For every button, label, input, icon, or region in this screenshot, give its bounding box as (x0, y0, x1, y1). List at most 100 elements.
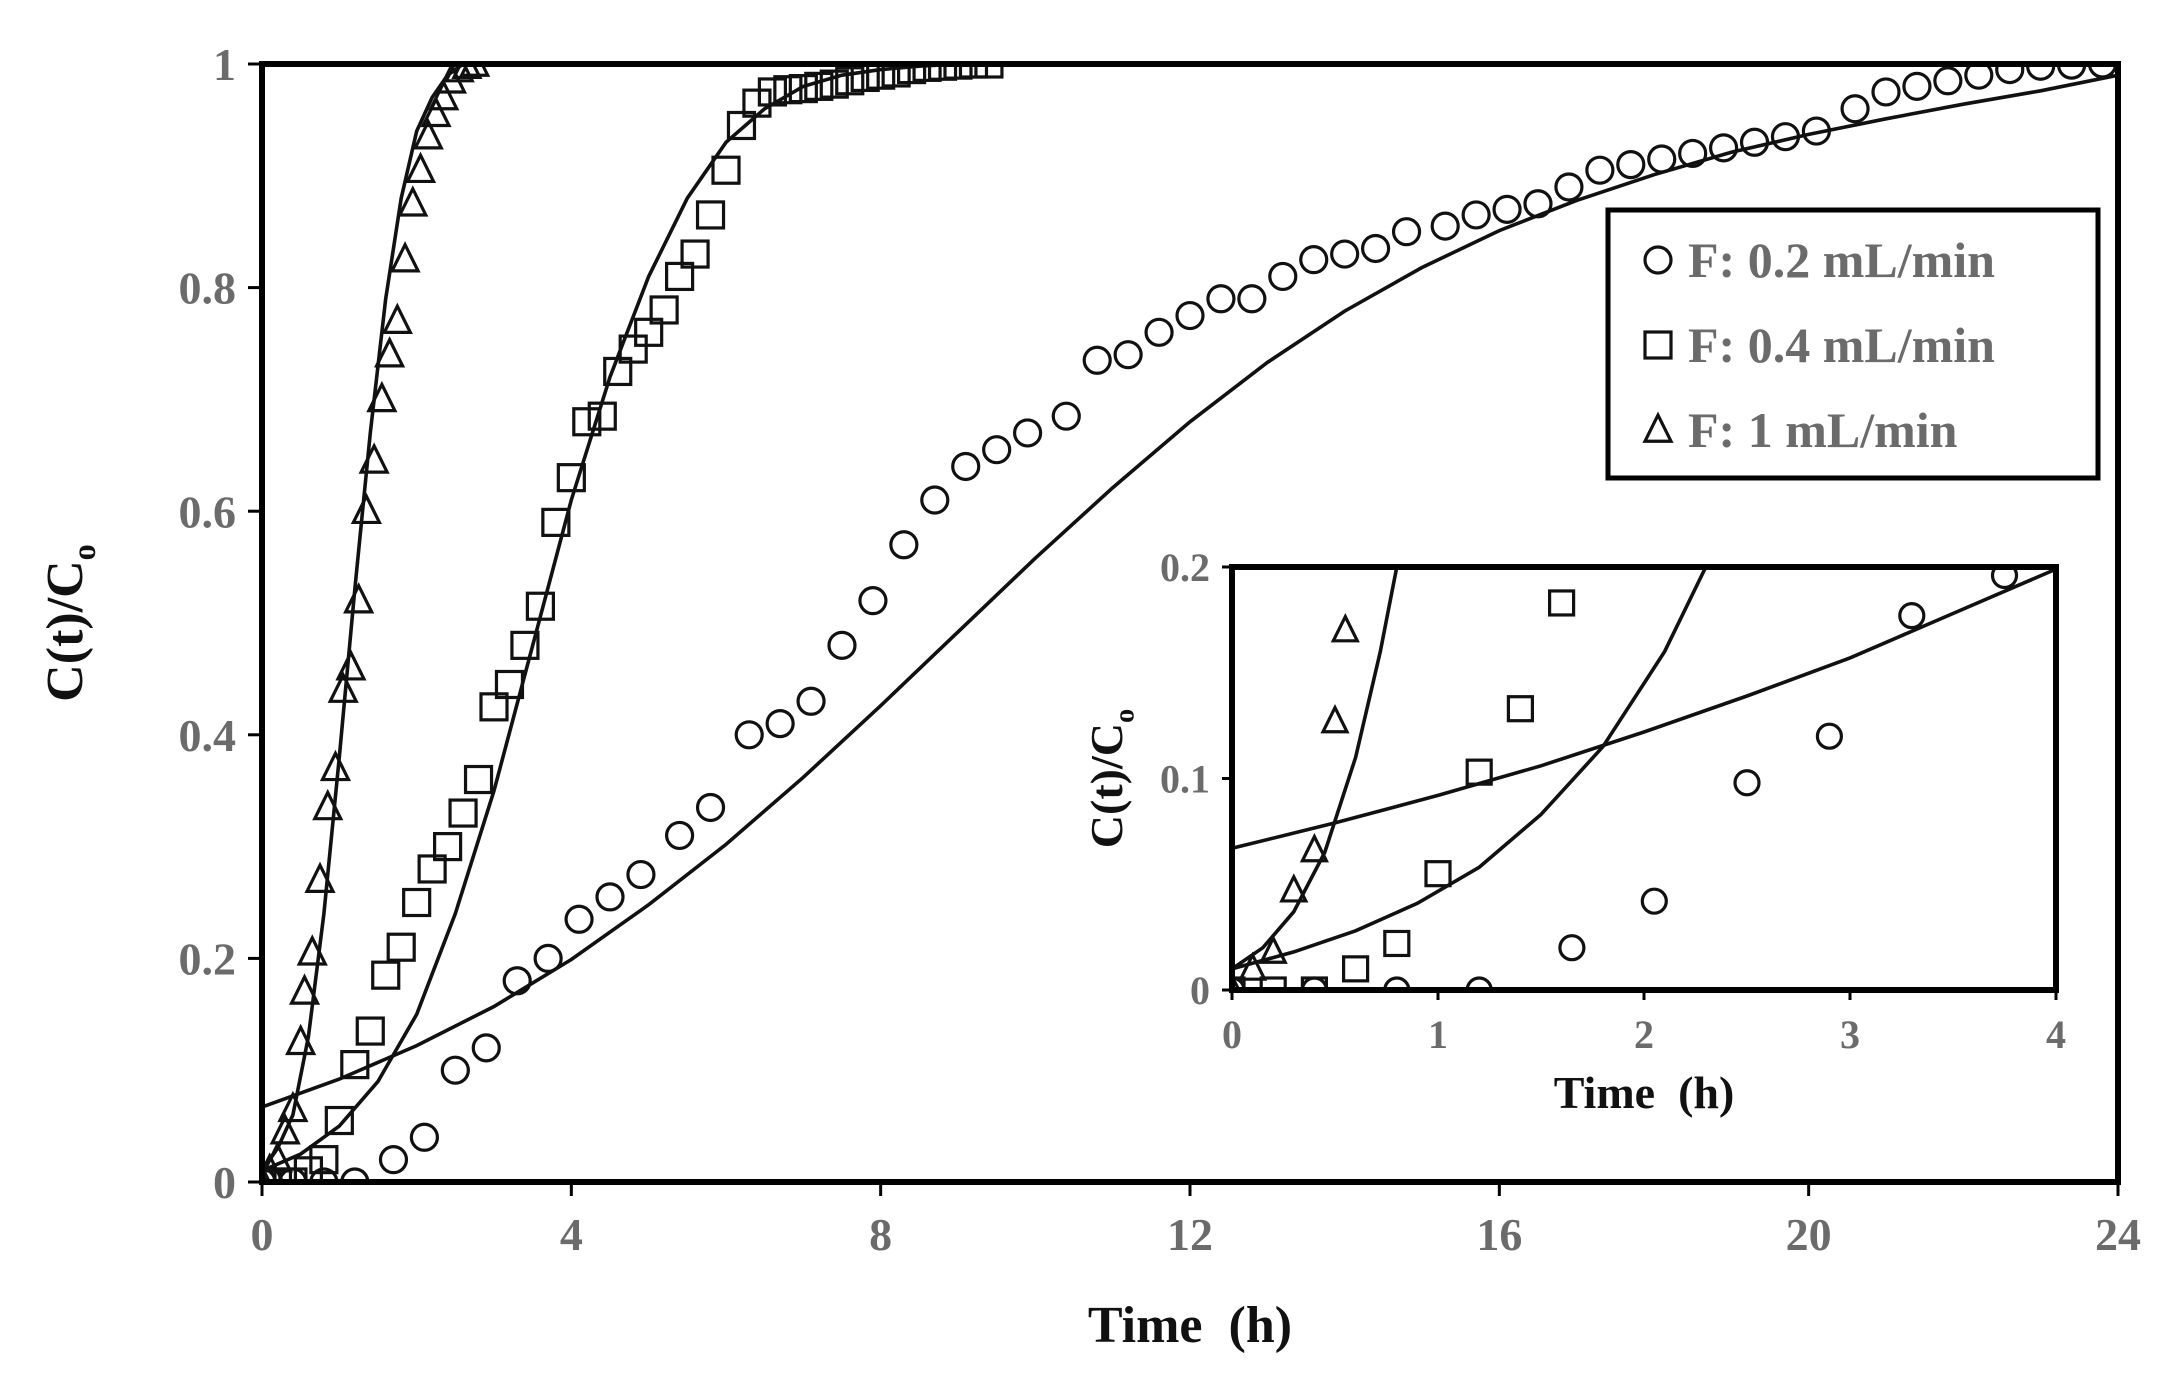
main-x-axis-title: Time (h) (1088, 1297, 1292, 1354)
main-point-circle (695, 792, 726, 823)
main-point-square (819, 69, 849, 99)
main-point-circle (1492, 194, 1522, 224)
legend-label-circle: F: 0.2 mL/min (1688, 232, 1995, 288)
inset-point-square (1341, 955, 1370, 983)
inset-point-circle (1990, 565, 2019, 590)
legend-label-square: F: 0.4 mL/min (1688, 317, 1995, 373)
main-point-circle (471, 1033, 501, 1063)
inset-point-triangle (1330, 613, 1360, 643)
main-point-triangle (381, 302, 413, 334)
main-point-triangle (374, 336, 406, 368)
inset-point-circle (1733, 769, 1761, 797)
main-point-circle (858, 586, 888, 616)
main-point-circle (1995, 62, 2025, 85)
main-point-circle (664, 820, 695, 851)
main-point-square (510, 630, 540, 660)
legend-box (1605, 207, 2101, 481)
main-point-square (433, 831, 463, 862)
main-point-square (896, 62, 927, 85)
inset-y-tick-label: 0.1 (1160, 757, 1210, 802)
main-point-circle (982, 435, 1012, 465)
main-point-square (479, 692, 509, 722)
main-point-circle (1113, 340, 1143, 370)
main-point-circle (889, 530, 919, 560)
main-point-triangle (335, 649, 367, 681)
main-point-circle (1801, 116, 1832, 146)
legend-marker-square (1643, 330, 1673, 360)
main-point-circle (1933, 66, 1963, 96)
main-point-circle (1012, 418, 1043, 448)
inset-point-circle (1898, 602, 1926, 630)
main-point-square (587, 401, 617, 431)
main-frame (259, 61, 2121, 1185)
main-y-tick-label: 0.6 (179, 486, 237, 537)
main-y-axis-title: C(t)/Co (37, 544, 102, 702)
main-point-triangle (343, 582, 375, 614)
main-point-circle (827, 630, 857, 660)
main-point-circle (765, 709, 795, 739)
main-point-circle (1461, 200, 1491, 230)
main-point-square (664, 261, 695, 292)
main-x-tick-label: 16 (1476, 1209, 1522, 1260)
main-point-circle (734, 720, 764, 750)
main-point-square (773, 75, 803, 105)
main-point-triangle (277, 1090, 309, 1123)
inset-x-tick-label: 2 (1634, 1012, 1654, 1057)
main-point-square (463, 764, 494, 795)
inset-y-tick-label: 0.2 (1160, 545, 1210, 590)
main-point-circle (1770, 122, 1801, 152)
inset-point-circle (1815, 722, 1844, 750)
main-point-circle (533, 943, 563, 974)
main-point-circle (1144, 317, 1174, 347)
main-point-triangle (296, 934, 328, 966)
main-point-triangle (288, 973, 321, 1005)
main-point-square (556, 463, 586, 493)
main-y-tick-label: 0.8 (179, 263, 237, 314)
main-x-tick-label: 0 (251, 1209, 274, 1260)
main-point-square (649, 295, 679, 325)
main-point-triangle (269, 1113, 301, 1145)
main-point-triangle (412, 118, 444, 150)
main-point-square (881, 62, 911, 88)
main-x-tick-label: 20 (1786, 1209, 1832, 1260)
main-point-circle (1739, 127, 1770, 157)
main-y-tick-label: 0.4 (179, 710, 237, 761)
main-point-square (618, 334, 648, 364)
main-point-square (340, 1050, 370, 1080)
main-point-square (324, 1105, 354, 1136)
inset-point-triangle (1320, 703, 1350, 734)
main-point-circle (1175, 300, 1205, 331)
main-point-triangle (350, 492, 382, 525)
main-point-circle (1585, 155, 1615, 185)
legend-marker-triangle (1642, 411, 1674, 443)
main-point-square (726, 110, 757, 141)
main-point-triangle (261, 1141, 294, 1173)
inset-point-triangle (1279, 873, 1309, 903)
main-data-area (260, 62, 2119, 1184)
main-point-triangle (420, 95, 452, 128)
main-point-circle (1902, 71, 1932, 101)
main-point-square (572, 407, 602, 437)
main-point-square (417, 854, 447, 884)
main-point-circle (796, 686, 826, 716)
main-point-circle (626, 859, 656, 890)
inset-y-axis-title: C(t)/Co (1081, 709, 1141, 848)
main-point-circle (1647, 144, 1677, 174)
main-point-circle (1268, 261, 1298, 292)
inset-plot: 0 0.1 0.2 0 1 2 3 4 Time (h) C(t)/Co (1081, 545, 2066, 1118)
main-point-square (912, 62, 942, 82)
main-point-circle (1554, 172, 1584, 202)
main-point-square (788, 73, 818, 104)
inset-point-triangle (1238, 951, 1268, 981)
main-point-square (634, 317, 664, 347)
main-point-circle (1840, 94, 1870, 124)
main-point-circle (951, 451, 981, 482)
main-point-circle (1678, 138, 1708, 169)
main-point-circle (1360, 233, 1391, 264)
inset-point-triangle (1258, 934, 1288, 964)
main-point-square (742, 88, 772, 118)
inset-fit-line-triangle (1230, 566, 1399, 971)
main-point-triangle (285, 1023, 317, 1056)
main-point-triangle (312, 788, 344, 821)
main-point-square (804, 71, 834, 101)
